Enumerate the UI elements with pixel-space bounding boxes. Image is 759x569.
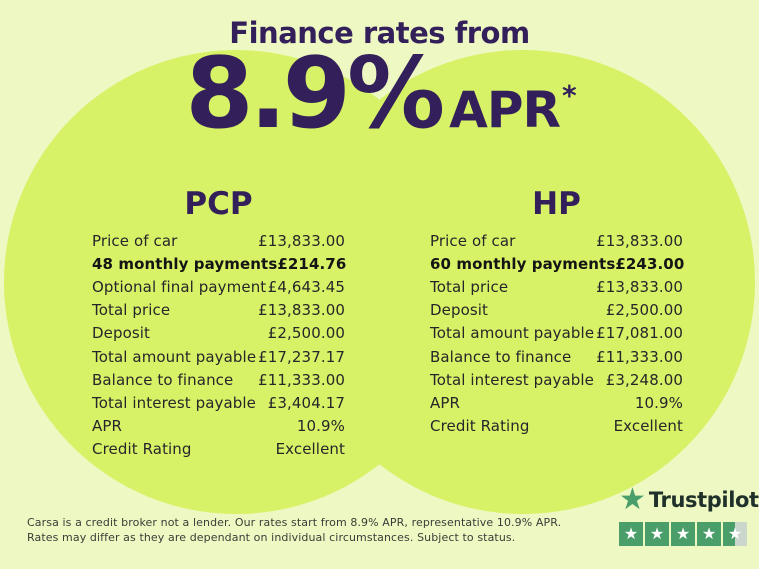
row-label: Deposit xyxy=(92,324,151,343)
table-row: Optional final payment £4,643.45 xyxy=(92,275,345,298)
row-value: £13,833.00 xyxy=(596,231,683,250)
row-value: Excellent xyxy=(613,417,683,436)
table-row: 48 monthly payments £214.76 xyxy=(92,252,347,275)
row-value: £13,833.00 xyxy=(258,231,345,250)
table-row: Price of car £13,833.00 xyxy=(430,229,683,252)
trustpilot-logo: ★ Trustpilot xyxy=(619,485,759,515)
decorative-circle-right xyxy=(291,50,755,514)
row-label: Total amount payable xyxy=(92,347,257,366)
row-value: £3,248.00 xyxy=(605,370,683,389)
rate-suffix: APR* xyxy=(449,79,577,139)
table-row: 60 monthly payments £243.00 xyxy=(430,252,685,275)
star-icon: ★ xyxy=(619,522,643,546)
row-value: £11,333.00 xyxy=(258,370,345,389)
row-value: £2,500.00 xyxy=(267,324,345,343)
table-row: Deposit £2,500.00 xyxy=(92,322,345,345)
row-value: 10.9% xyxy=(634,393,683,412)
row-label: 60 monthly payments xyxy=(430,254,616,273)
table-row: Balance to finance £11,333.00 xyxy=(430,345,683,368)
row-label: APR xyxy=(430,393,461,412)
row-label: Credit Rating xyxy=(92,440,192,459)
page-title: Finance rates from xyxy=(229,16,530,50)
rate-suffix-label: APR xyxy=(449,81,561,139)
rate-asterisk: * xyxy=(561,79,577,112)
row-label: APR xyxy=(92,417,123,436)
row-value: £243.00 xyxy=(615,254,685,273)
table-row: APR 10.9% xyxy=(92,415,345,438)
star-glyph: ★ xyxy=(701,524,717,543)
pcp-table: PCP Price of car £13,833.00 48 monthly p… xyxy=(92,186,347,461)
row-label: Deposit xyxy=(430,301,489,320)
row-value: £17,081.00 xyxy=(596,324,683,343)
row-label: Balance to finance xyxy=(430,347,572,366)
star-icon: ★ xyxy=(697,522,721,546)
table-row: Total price £13,833.00 xyxy=(430,275,683,298)
table-row: Balance to finance £11,333.00 xyxy=(92,368,345,391)
trustpilot-wordmark: Trustpilot xyxy=(648,488,759,512)
trustpilot-widget: ★ Trustpilot ★ ★ ★ ★ ★ xyxy=(619,485,759,546)
legal-disclaimer: Carsa is a credit broker not a lender. O… xyxy=(27,515,612,545)
hp-header: HP xyxy=(532,186,581,222)
row-label: Price of car xyxy=(92,231,178,250)
table-row: Credit Rating Excellent xyxy=(430,415,683,438)
row-label: Total amount payable xyxy=(430,324,595,343)
row-label: Balance to finance xyxy=(92,370,234,389)
row-value: 10.9% xyxy=(296,417,345,436)
row-value: £3,404.17 xyxy=(267,393,345,412)
row-label: 48 monthly payments xyxy=(92,254,278,273)
row-value: £2,500.00 xyxy=(605,301,683,320)
hp-table: HP Price of car £13,833.00 60 monthly pa… xyxy=(430,186,685,438)
table-row: Total price £13,833.00 xyxy=(92,299,345,322)
headline-rate: 8.9% APR* xyxy=(0,44,759,144)
half-star-icon: ★ xyxy=(723,522,747,546)
table-row: Price of car £13,833.00 xyxy=(92,229,345,252)
row-label: Price of car xyxy=(430,231,516,250)
row-label: Optional final payment xyxy=(92,277,267,296)
star-glyph: ★ xyxy=(623,524,639,543)
pcp-header: PCP xyxy=(184,186,253,222)
trustpilot-star-icon: ★ xyxy=(619,482,646,517)
star-glyph: ★ xyxy=(649,524,665,543)
row-value: £17,237.17 xyxy=(258,347,345,366)
disclaimer-line-2: Rates may differ as they are dependant o… xyxy=(27,531,516,544)
row-value: £11,333.00 xyxy=(596,347,683,366)
row-label: Total price xyxy=(92,301,171,320)
table-row: Total amount payable £17,237.17 xyxy=(92,345,345,368)
row-value: £214.76 xyxy=(277,254,347,273)
rate-value: 8.9% xyxy=(185,37,445,151)
table-row: Total interest payable £3,404.17 xyxy=(92,391,345,414)
trustpilot-rating: ★ ★ ★ ★ ★ xyxy=(619,522,759,546)
table-row: Credit Rating Excellent xyxy=(92,438,345,461)
table-row: Total interest payable £3,248.00 xyxy=(430,368,683,391)
row-label: Total interest payable xyxy=(430,370,595,389)
star-icon: ★ xyxy=(645,522,669,546)
row-value: £13,833.00 xyxy=(596,277,683,296)
row-label: Total price xyxy=(430,277,509,296)
row-value: £13,833.00 xyxy=(258,301,345,320)
table-row: Deposit £2,500.00 xyxy=(430,299,683,322)
star-glyph: ★ xyxy=(675,524,691,543)
table-row: APR 10.9% xyxy=(430,391,683,414)
row-label: Credit Rating xyxy=(430,417,530,436)
row-label: Total interest payable xyxy=(92,393,257,412)
star-icon: ★ xyxy=(671,522,695,546)
row-value: Excellent xyxy=(275,440,345,459)
table-row: Total amount payable £17,081.00 xyxy=(430,322,683,345)
row-value: £4,643.45 xyxy=(267,277,345,296)
star-glyph: ★ xyxy=(727,524,743,543)
disclaimer-line-1: Carsa is a credit broker not a lender. O… xyxy=(27,516,562,529)
